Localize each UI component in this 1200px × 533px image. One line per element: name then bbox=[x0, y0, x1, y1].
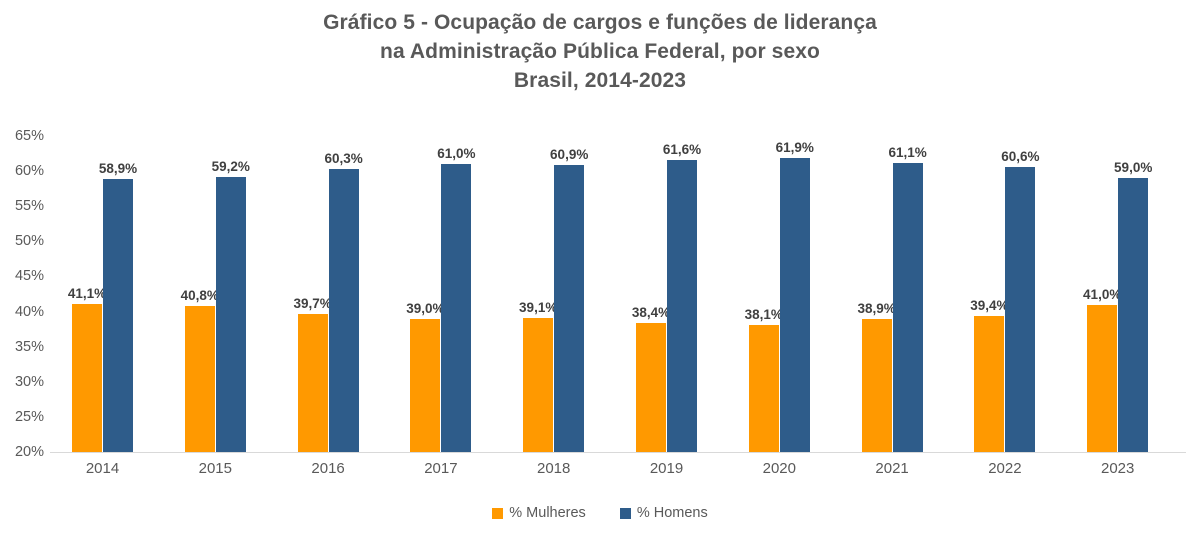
bar-women[interactable]: 41,1% bbox=[68, 286, 106, 452]
bar-group: 38,1% 61,9% bbox=[745, 136, 814, 452]
x-axis-tick-label: 2015 bbox=[198, 460, 232, 477]
chart-title-line-2: na Administração Pública Federal, por se… bbox=[380, 40, 820, 63]
bar-value-label: 61,9% bbox=[775, 139, 814, 155]
bar-women[interactable]: 39,1% bbox=[519, 300, 557, 452]
bar-value-label: 38,4% bbox=[631, 304, 671, 320]
bar-value-label: 38,9% bbox=[857, 301, 896, 317]
bar-men[interactable]: 59,0% bbox=[1114, 160, 1152, 452]
chart-title: Gráfico 5 - Ocupação de cargos e funções… bbox=[0, 8, 1200, 95]
bar-group: 40,8% 59,2% bbox=[181, 136, 250, 452]
bar-value-label: 60,3% bbox=[324, 151, 363, 167]
bar-women[interactable]: 40,8% bbox=[181, 288, 219, 452]
legend-swatch-icon bbox=[619, 507, 631, 519]
bar-women[interactable]: 41,0% bbox=[1083, 287, 1121, 452]
bar-group: 39,4% 60,6% bbox=[970, 136, 1040, 452]
bar-men[interactable]: 61,6% bbox=[663, 142, 701, 452]
y-axis-tick-label: 50% bbox=[14, 233, 44, 250]
y-axis-tick-label: 60% bbox=[14, 163, 44, 180]
bar-value-label: 39,7% bbox=[293, 295, 332, 311]
bar-value-label: 59,2% bbox=[211, 158, 250, 174]
bar-group: 39,7% 60,3% bbox=[293, 136, 363, 452]
bar-men[interactable]: 61,9% bbox=[776, 140, 814, 452]
x-axis-tick-label: 2017 bbox=[424, 460, 458, 477]
bar-group: 41,1% 58,9% bbox=[68, 136, 137, 452]
y-axis-tick-label: 20% bbox=[14, 444, 44, 460]
chart-legend: % Mulheres % Homens bbox=[0, 505, 1200, 521]
x-axis-tick-label: 2023 bbox=[1101, 460, 1135, 477]
y-axis-tick-label: 65% bbox=[14, 128, 44, 144]
bar-men[interactable]: 61,0% bbox=[437, 146, 476, 452]
bar-value-label: 38,1% bbox=[744, 306, 783, 322]
bar-women[interactable]: 39,7% bbox=[293, 296, 332, 452]
bar-women[interactable]: 39,4% bbox=[970, 298, 1009, 452]
x-axis-tick-label: 2016 bbox=[311, 460, 345, 477]
bar-men[interactable]: 58,9% bbox=[99, 161, 137, 452]
bar-women[interactable]: 39,0% bbox=[406, 301, 445, 452]
bar-men[interactable]: 60,9% bbox=[550, 147, 588, 452]
y-axis-tick-label: 35% bbox=[14, 338, 44, 355]
y-axis-tick-label: 55% bbox=[14, 198, 44, 215]
bar-men[interactable]: 61,1% bbox=[888, 145, 927, 452]
bar-value-label: 39,4% bbox=[970, 297, 1009, 313]
bar-group: 39,1% 60,9% bbox=[519, 136, 588, 452]
y-axis-tick-label: 25% bbox=[14, 408, 44, 425]
bar-men[interactable]: 60,3% bbox=[324, 151, 363, 452]
bar-men[interactable]: 59,2% bbox=[212, 159, 250, 452]
bar-group: 39,0% 61,0% bbox=[406, 136, 476, 452]
bar-value-label: 41,1% bbox=[67, 285, 107, 301]
x-axis-tick-label: 2014 bbox=[85, 460, 120, 477]
chart-title-line-3: Brasil, 2014-2023 bbox=[513, 69, 687, 92]
bar-value-label: 39,1% bbox=[519, 299, 558, 315]
legend-item[interactable]: % Mulheres bbox=[492, 505, 586, 521]
bar-women[interactable]: 38,9% bbox=[857, 301, 896, 452]
y-axis: 65% 60% 55% 50% 45% 40% 35% 30% 25% 20% bbox=[0, 128, 46, 460]
x-axis-tick-label: 2022 bbox=[988, 460, 1022, 477]
bar-value-label: 40,8% bbox=[180, 287, 219, 303]
bar-value-label: 59,0% bbox=[1114, 160, 1153, 176]
bar-group: 41,0% 59,0% bbox=[1083, 136, 1152, 452]
legend-item[interactable]: % Homens bbox=[619, 505, 708, 521]
legend-swatch-icon bbox=[492, 507, 504, 519]
y-axis-tick-label: 45% bbox=[14, 268, 44, 285]
bar-value-label: 58,9% bbox=[98, 160, 138, 176]
bar-value-label: 60,6% bbox=[1001, 148, 1040, 164]
bar-value-label: 39,0% bbox=[406, 300, 445, 316]
bar-value-label: 41,0% bbox=[1083, 286, 1122, 302]
bar-women[interactable]: 38,4% bbox=[632, 305, 670, 452]
x-axis-line bbox=[50, 452, 1186, 453]
legend-label: % Mulheres bbox=[509, 505, 586, 521]
x-axis-tick-label: 2019 bbox=[649, 460, 684, 477]
x-axis-tick-label: 2021 bbox=[875, 460, 909, 477]
bar-women[interactable]: 38,1% bbox=[745, 307, 783, 452]
bar-value-label: 61,1% bbox=[888, 145, 927, 161]
x-axis-tick-label: 2018 bbox=[537, 460, 571, 477]
bar-value-label: 60,9% bbox=[550, 146, 589, 162]
x-axis-tick-label: 2020 bbox=[762, 460, 796, 477]
y-axis-tick-label: 30% bbox=[14, 373, 44, 390]
bar-value-label: 61,0% bbox=[437, 146, 476, 162]
y-axis-tick-label: 40% bbox=[14, 303, 44, 320]
bar-group: 38,4% 61,6% bbox=[632, 136, 701, 452]
bar-men[interactable]: 60,6% bbox=[1001, 149, 1040, 452]
chart-title-line-1: Gráfico 5 - Ocupação de cargos e funções… bbox=[323, 11, 877, 34]
legend-label: % Homens bbox=[636, 505, 708, 521]
bar-group: 38,9% 61,1% bbox=[857, 136, 927, 452]
plot-area: 41,1% 58,9% 40,8% 59,2% 39,7% 60,3% 39,0% 61,0%… bbox=[56, 136, 1186, 452]
bar-value-label: 61,6% bbox=[662, 141, 702, 157]
